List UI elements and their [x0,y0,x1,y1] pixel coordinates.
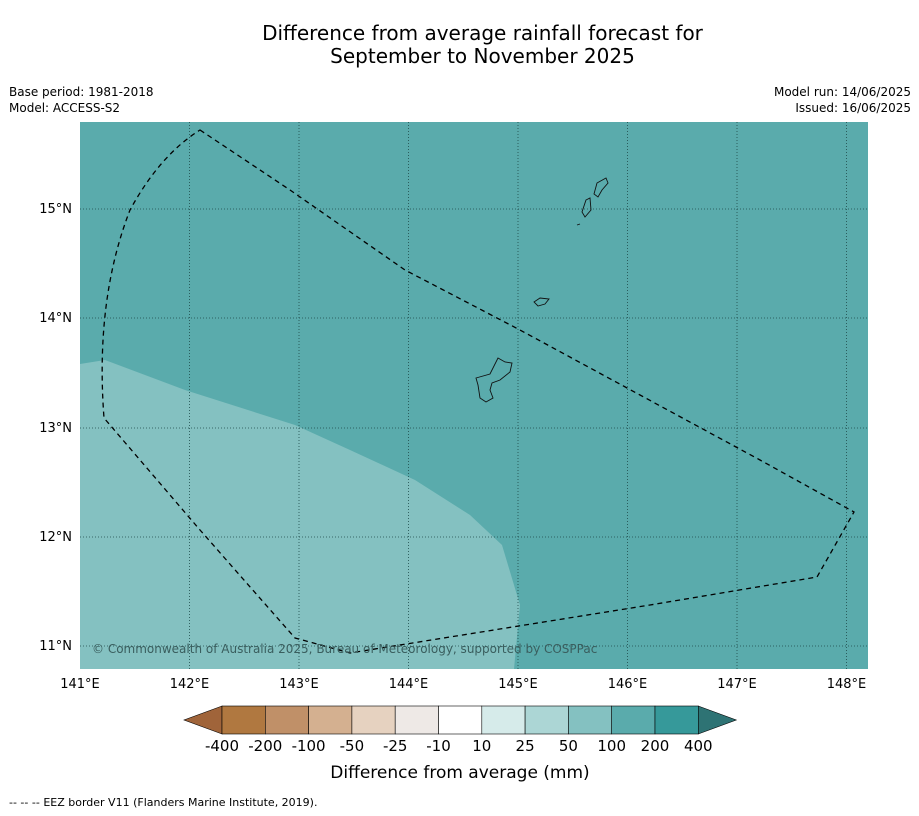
title-line-1: Difference from average rainfall forecas… [262,21,703,45]
eez-legend-text: EEZ border V11 (Flanders Marine Institut… [43,796,318,809]
lon-label-145e: 145°E [498,677,538,692]
colorbar-label: Difference from average (mm) [330,763,589,783]
eez-legend-marker: -- -- -- [9,796,40,809]
colorbar-tick-label: -400 [205,737,239,755]
colorbar-tick-label: -50 [340,737,365,755]
colorbar-tick-label: -25 [383,737,408,755]
islands [475,177,609,403]
island-guam [475,357,513,403]
island-aguijan [576,223,581,226]
colorbar-tick-label: -200 [248,737,282,755]
model-name: Model: ACCESS-S2 [9,101,121,115]
lon-label-148e: 148°E [827,677,867,692]
colorbar-swatch [568,705,613,735]
colorbar-swatch [524,705,569,735]
base-period: Base period: 1981-2018 [9,85,154,99]
colorbar-swatch [611,705,656,735]
meta-right: Model run: 14/06/2025 Issued: 16/06/2025 [774,84,911,116]
lon-label-147e: 147°E [717,677,757,692]
copyright-text: © Commonwealth of Australia 2025, Bureau… [92,642,597,656]
meta-left: Base period: 1981-2018 Model: ACCESS-S2 [9,84,154,116]
footnote: -- -- -- EEZ border V11 (Flanders Marine… [9,796,317,809]
colorbar-tick-label: 10 [472,737,491,755]
colorbar-tick-label: -10 [426,737,451,755]
colorbar-swatch [308,705,353,735]
chart-title: Difference from average rainfall forecas… [0,22,919,68]
colorbar-swatch [481,705,526,735]
island-tinian [581,197,592,218]
colorbar-tick-label: 400 [684,737,713,755]
lon-label-142e: 142°E [170,677,210,692]
latitude-labels: 15°N 14°N 13°N 12°N 11°N [39,202,72,654]
colorbar-swatch [351,705,396,735]
colorbar-tick-label: 25 [516,737,535,755]
colorbar-swatch [394,705,439,735]
longitude-labels: 141°E 142°E 143°E 144°E 145°E 146°E 147°… [60,677,866,692]
colorbar-tick-label: -100 [292,737,326,755]
colorbar-swatch [221,705,266,735]
issued-date: Issued: 16/06/2025 [795,101,911,115]
lon-label-143e: 143°E [279,677,319,692]
lat-label-11n: 11°N [39,639,72,654]
lat-label-15n: 15°N [39,202,72,217]
colorbar-tick-label: 200 [641,737,670,755]
model-run: Model run: 14/06/2025 [773,85,911,99]
lon-label-141e: 141°E [60,677,100,692]
colorbar-swatch [438,705,483,735]
lat-label-14n: 14°N [39,311,72,326]
island-rota [533,297,550,307]
colorbar-extend-high [697,705,738,735]
lat-label-13n: 13°N [39,421,72,436]
eez-border [101,129,855,654]
island-saipan [593,177,609,198]
lon-label-146e: 146°E [608,677,648,692]
rainfall-region-100-200 [80,360,520,669]
colorbar-swatch [654,705,699,735]
colorbar-tick-labels: -400 -200 -100 -50 -25 -10 10 25 50 100 200 400 [205,737,713,755]
lat-label-12n: 12°N [39,530,72,545]
colorbar-swatch [264,705,309,735]
title-line-2: September to November 2025 [330,44,635,68]
colorbar-tick-label: 50 [559,737,578,755]
colorbar-extend-low [183,705,223,735]
map-gridlines [80,122,868,669]
lon-label-144e: 144°E [389,677,429,692]
colorbar-tick-label: 100 [597,737,626,755]
colorbar [183,705,738,735]
